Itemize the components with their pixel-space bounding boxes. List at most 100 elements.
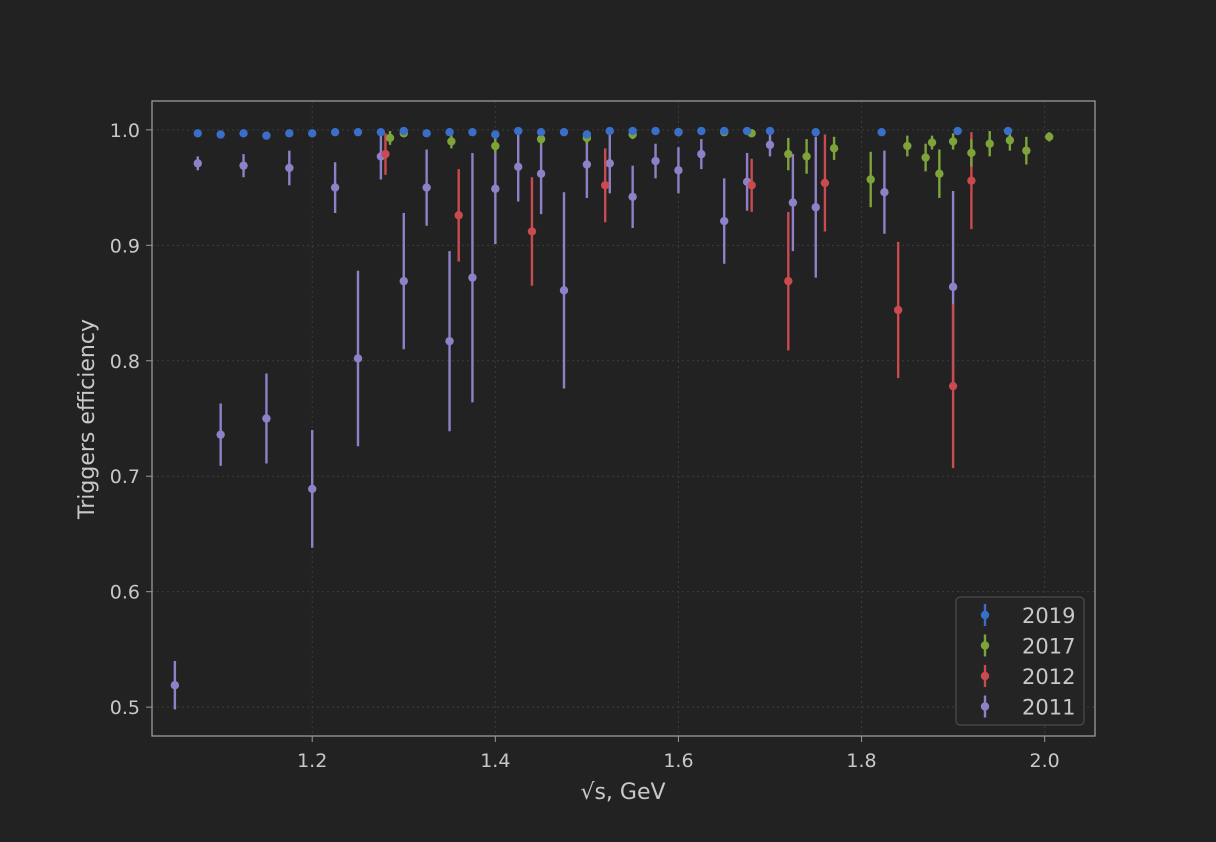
data-point <box>376 127 386 137</box>
data-point <box>285 129 294 138</box>
data-point <box>445 336 454 346</box>
data-point <box>628 192 637 202</box>
x-axis-ticks: 1.2 1.4 1.6 1.8 2.0 <box>297 736 1060 772</box>
data-point <box>559 127 569 137</box>
data-point <box>1003 126 1013 136</box>
data-point <box>811 203 820 212</box>
data-point <box>527 227 537 236</box>
legend-label: 2012 <box>1022 665 1075 689</box>
y-tick-label: 0.5 <box>110 697 140 719</box>
y-tick-label: 0.6 <box>110 582 140 604</box>
legend-item-2019: 2019 <box>980 604 1075 628</box>
data-point <box>651 126 660 136</box>
y-axis-ticks: 0.5 0.6 0.7 0.8 0.9 1.0 <box>110 120 152 719</box>
data-point <box>697 126 706 136</box>
data-point <box>385 133 395 143</box>
x-axis-label: √s, GeV <box>580 780 665 805</box>
data-point <box>784 149 793 159</box>
data-point <box>559 286 569 295</box>
data-point <box>170 681 180 690</box>
x-tick-label: 2.0 <box>1030 750 1060 772</box>
data-point <box>239 129 248 138</box>
data-point <box>600 181 610 190</box>
data-point <box>1005 136 1015 145</box>
plot-area <box>152 101 1095 736</box>
data-point <box>720 126 729 136</box>
data-point <box>948 282 958 292</box>
series-2019 <box>193 126 1013 140</box>
data-point <box>422 129 431 138</box>
data-point <box>811 127 820 137</box>
data-point <box>674 166 683 175</box>
data-point <box>697 149 706 159</box>
y-tick-label: 0.7 <box>110 466 140 488</box>
legend-box <box>955 596 1085 726</box>
data-point <box>399 126 408 136</box>
data-point <box>880 188 889 197</box>
series-2011 <box>170 131 958 710</box>
data-point <box>330 127 340 137</box>
data-point <box>468 127 477 137</box>
data-point <box>193 129 202 138</box>
data-point <box>193 159 202 168</box>
data-point <box>788 198 798 207</box>
data-point <box>536 134 546 144</box>
data-point <box>605 159 614 168</box>
x-tick-label: 1.8 <box>846 750 876 772</box>
legend: 2019 2017 2012 2011 <box>955 596 1085 726</box>
data-point <box>239 161 248 170</box>
data-point <box>948 137 958 146</box>
data-point <box>893 305 903 315</box>
data-point <box>674 127 683 137</box>
legend-marker <box>980 702 990 711</box>
data-point <box>903 141 912 151</box>
data-point <box>967 176 976 185</box>
data-point <box>935 169 944 178</box>
data-point <box>1022 146 1031 155</box>
data-point <box>582 130 592 139</box>
legend-item-2011: 2011 <box>980 695 1075 720</box>
data-point <box>353 127 363 137</box>
data-point <box>948 381 958 391</box>
data-point <box>454 211 463 220</box>
legend-label: 2011 <box>1022 696 1075 720</box>
data-marks <box>170 126 1054 710</box>
data-point <box>514 162 523 172</box>
data-point <box>802 152 811 161</box>
data-point <box>491 130 500 139</box>
data-point <box>784 276 793 286</box>
data-point <box>381 149 390 159</box>
data-point <box>967 148 976 158</box>
data-point <box>262 131 271 140</box>
plot-frame <box>151 100 1096 737</box>
data-point <box>829 144 839 153</box>
data-point <box>491 184 500 193</box>
data-point <box>720 216 729 226</box>
y-axis-label: Triggers efficiency <box>75 319 100 520</box>
data-point <box>514 126 523 136</box>
data-point <box>216 430 225 439</box>
data-point <box>628 126 637 136</box>
data-point <box>262 414 271 423</box>
data-point <box>285 163 294 173</box>
legend-label: 2019 <box>1022 604 1075 628</box>
data-point <box>308 484 317 494</box>
data-point <box>330 183 340 192</box>
legend-item-2012: 2012 <box>980 665 1075 689</box>
data-point <box>216 130 225 139</box>
data-point <box>820 178 830 188</box>
legend-item-2017: 2017 <box>980 634 1075 659</box>
data-point <box>399 276 408 286</box>
data-point <box>1045 132 1054 141</box>
data-point <box>422 183 431 192</box>
data-point <box>747 181 756 190</box>
y-tick-label: 1.0 <box>110 120 140 142</box>
legend-label: 2017 <box>1022 635 1075 659</box>
data-point <box>582 160 592 169</box>
data-point <box>765 140 775 150</box>
data-point <box>953 126 962 136</box>
y-tick-label: 0.9 <box>110 235 140 257</box>
data-point <box>921 153 930 162</box>
data-point <box>877 127 886 137</box>
